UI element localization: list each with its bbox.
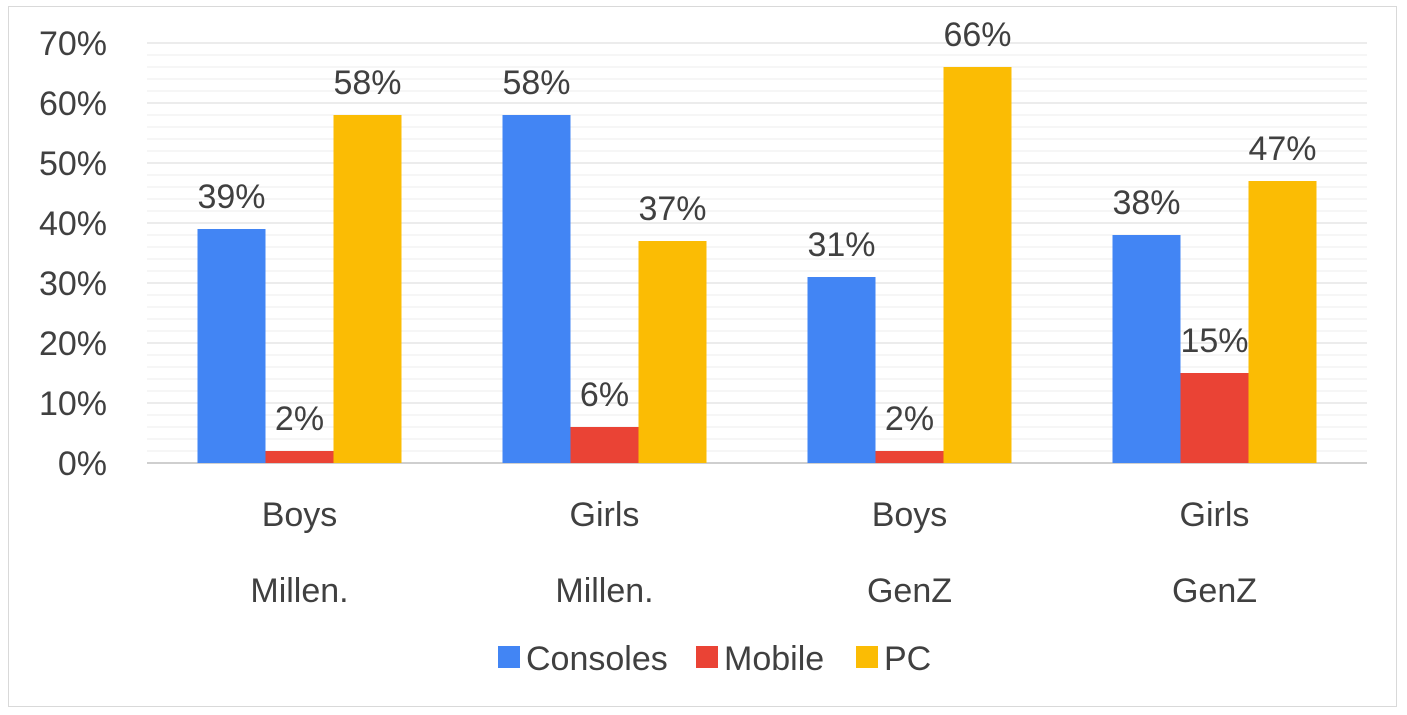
bar-mobile xyxy=(1180,373,1249,463)
data-label: 39% xyxy=(197,178,265,216)
bars xyxy=(197,67,1317,463)
legend: Consoles Mobile PC xyxy=(498,640,931,678)
y-tick-label: 10% xyxy=(39,385,107,423)
bar-consoles xyxy=(807,277,876,463)
legend-label: Mobile xyxy=(724,640,824,678)
y-tick-label: 0% xyxy=(58,445,107,483)
legend-swatch-mobile xyxy=(696,646,718,668)
bar-pc xyxy=(638,241,707,463)
data-label: 15% xyxy=(1180,322,1248,360)
bar-consoles xyxy=(1112,235,1181,463)
legend-swatch-consoles xyxy=(498,646,520,668)
data-label: 38% xyxy=(1112,184,1180,222)
bar-mobile xyxy=(875,451,944,463)
data-label: 58% xyxy=(333,64,401,102)
x-category-label: GenZ xyxy=(867,572,952,610)
data-label: 47% xyxy=(1248,130,1316,168)
x-category-label: Millen. xyxy=(250,572,348,610)
y-axis: 0% 10% 20% 30% 40% 50% 60% 70% xyxy=(39,25,107,483)
legend-label: Consoles xyxy=(526,640,668,678)
y-tick-label: 60% xyxy=(39,85,107,123)
data-label: 6% xyxy=(580,376,629,414)
bar-consoles xyxy=(197,229,266,463)
y-tick-label: 20% xyxy=(39,325,107,363)
x-category-label: GenZ xyxy=(1172,572,1257,610)
bar-consoles xyxy=(502,115,571,463)
data-label: 58% xyxy=(502,64,570,102)
data-label: 31% xyxy=(807,226,875,264)
data-labels: 39% 2% 58% 58% 6% 37% 31% 2% 66% 38% 15% 47% xyxy=(197,16,1316,438)
y-tick-label: 70% xyxy=(39,25,107,63)
bar-mobile xyxy=(570,427,639,463)
x-axis: Boys Millen. Girls Millen. Boys GenZ Girls GenZ xyxy=(250,496,1257,610)
data-label: 2% xyxy=(275,400,324,438)
y-tick-label: 40% xyxy=(39,205,107,243)
legend-label: PC xyxy=(884,640,931,678)
bar-mobile xyxy=(265,451,334,463)
data-label: 66% xyxy=(943,16,1011,54)
legend-swatch-pc xyxy=(856,646,878,668)
x-category-label: Boys xyxy=(262,496,338,534)
x-category-label: Boys xyxy=(872,496,948,534)
y-tick-label: 30% xyxy=(39,265,107,303)
bar-pc xyxy=(333,115,402,463)
x-category-label: Millen. xyxy=(555,572,653,610)
x-category-label: Girls xyxy=(1180,496,1250,534)
y-tick-label: 50% xyxy=(39,145,107,183)
data-label: 37% xyxy=(638,190,706,228)
x-category-label: Girls xyxy=(570,496,640,534)
bar-pc xyxy=(1248,181,1317,463)
bar-pc xyxy=(943,67,1012,463)
data-label: 2% xyxy=(885,400,934,438)
